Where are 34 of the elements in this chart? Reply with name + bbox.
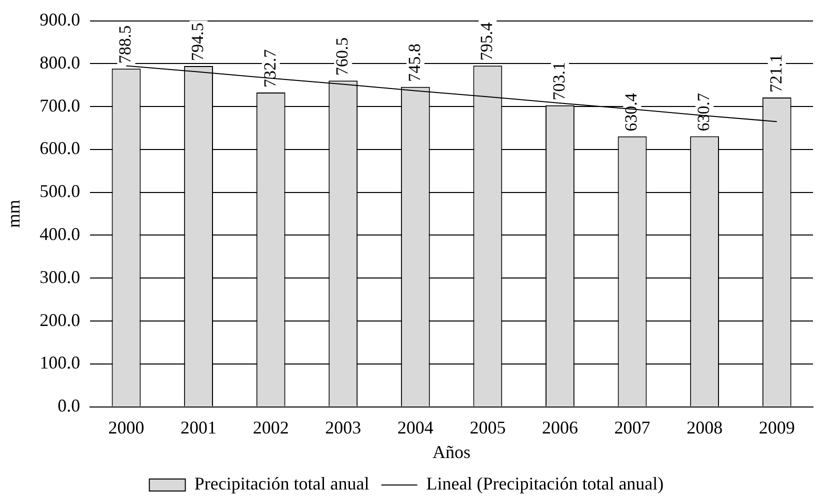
data-label: 788.5 bbox=[116, 25, 135, 64]
data-label: 732.7 bbox=[260, 48, 280, 88]
x-tick-label: 2003 bbox=[325, 417, 362, 438]
x-tick-label: 2004 bbox=[397, 417, 434, 438]
data-label: 795.4 bbox=[477, 22, 496, 61]
data-label: 760.5 bbox=[332, 37, 352, 76]
data-label: 745.8 bbox=[404, 44, 424, 82]
legend-label: Lineal (Precipitación total anual) bbox=[426, 474, 664, 494]
y-tick-label: 700.0 bbox=[40, 95, 80, 116]
y-tick-label: 200.0 bbox=[40, 310, 80, 330]
x-tick-label: 2009 bbox=[758, 417, 795, 438]
x-axis-title: Años bbox=[432, 442, 471, 462]
data-label: 721.1 bbox=[766, 54, 786, 93]
y-tick-label: 100.0 bbox=[40, 352, 80, 373]
data-label: 630.4 bbox=[622, 92, 641, 132]
y-tick-label: 800.0 bbox=[40, 52, 80, 72]
data-label: 794.5 bbox=[188, 22, 208, 62]
y-tick-label: 500.0 bbox=[40, 181, 80, 202]
x-tick-label: 2006 bbox=[542, 417, 578, 438]
legend-label: Precipitación total anual bbox=[194, 474, 370, 494]
y-tick-label: 900.0 bbox=[40, 10, 80, 30]
y-tick-label: 600.0 bbox=[40, 138, 80, 158]
y-tick-label: 400.0 bbox=[40, 224, 80, 244]
x-tick-label: 2002 bbox=[252, 417, 289, 438]
y-axis-title: mm bbox=[4, 200, 24, 228]
y-tick-label: 300.0 bbox=[40, 266, 80, 287]
y-tick-label: 0.0 bbox=[58, 396, 80, 416]
x-tick-label: 2001 bbox=[180, 417, 217, 438]
x-tick-label: 2005 bbox=[470, 417, 506, 438]
x-tick-label: 2007 bbox=[614, 417, 650, 438]
data-label: 703.1 bbox=[549, 62, 568, 100]
data-label: 630.7 bbox=[694, 92, 714, 132]
x-tick-label: 2000 bbox=[108, 417, 144, 438]
x-tick-label: 2008 bbox=[686, 417, 723, 438]
